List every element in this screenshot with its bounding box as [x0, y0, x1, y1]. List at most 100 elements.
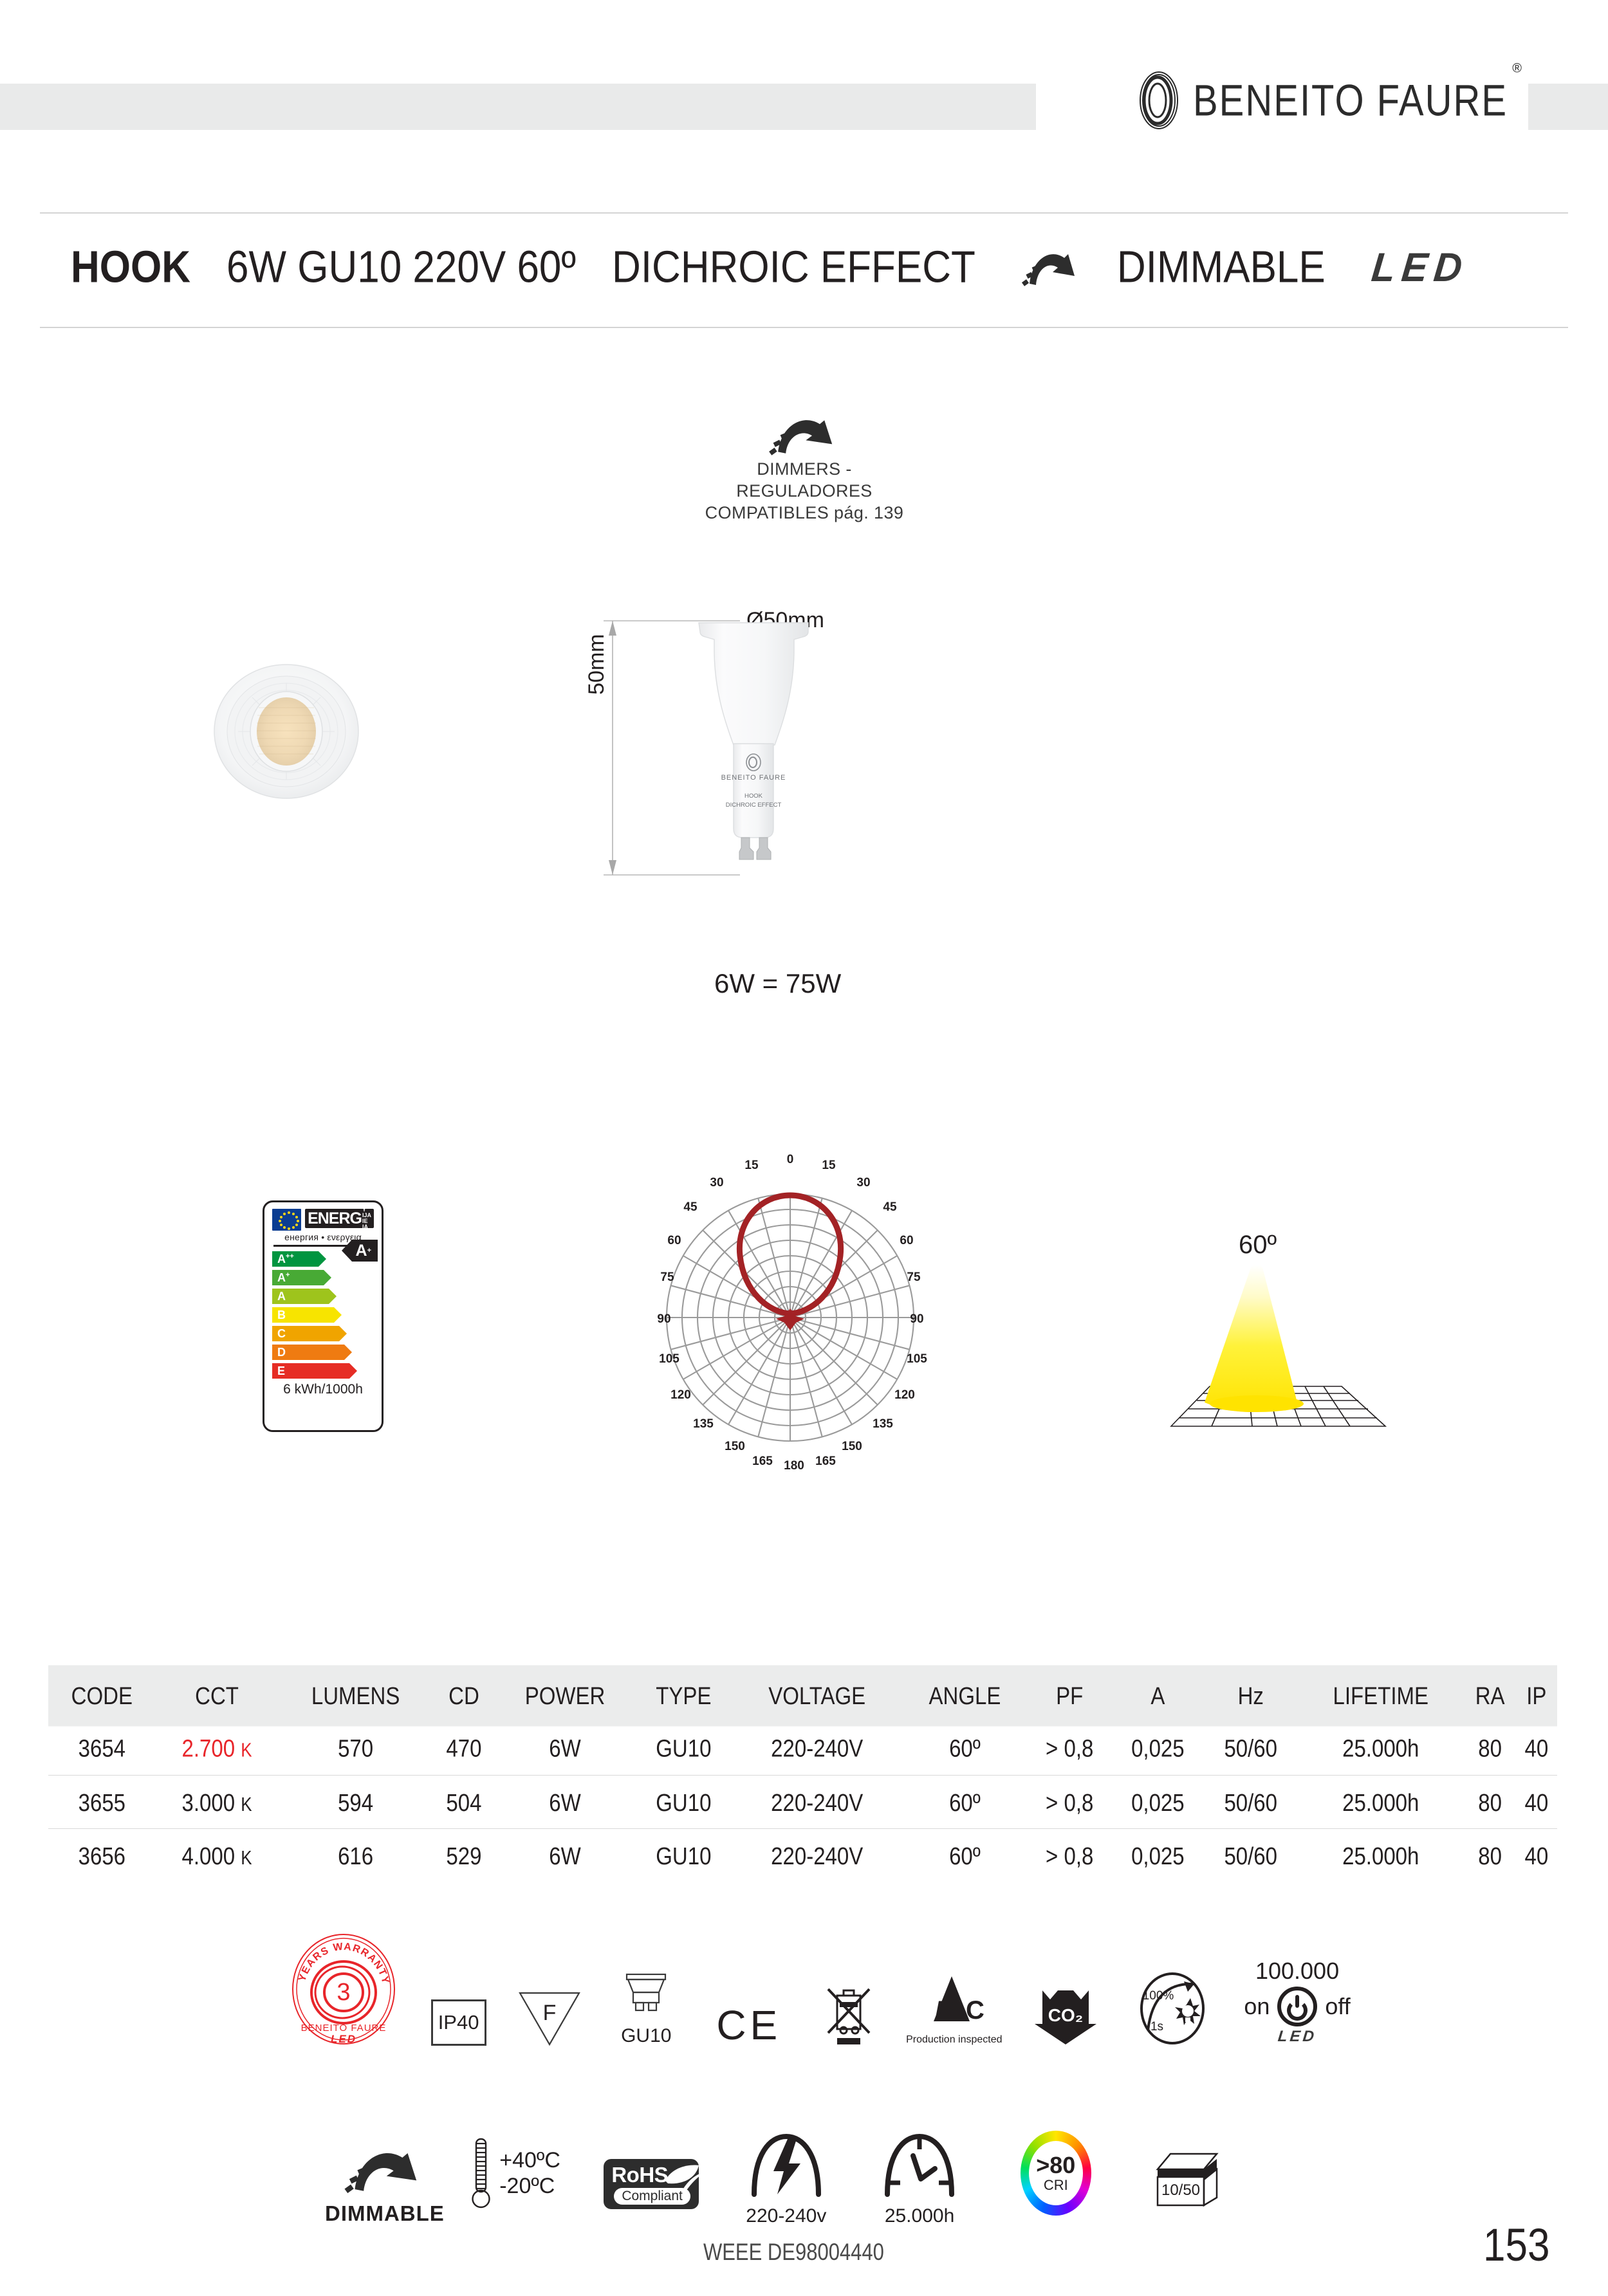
ip-rating-value: IP40	[430, 1999, 486, 2046]
dimmable-label: DIMMABLE	[325, 2201, 445, 2225]
dimmer-curved-arrow-icon	[1021, 244, 1081, 290]
energy-rating-value: A	[355, 1241, 367, 1260]
energy-divider	[273, 1245, 373, 1247]
polar-label-180: 180	[784, 1459, 804, 1473]
col-power: POWER	[495, 1665, 636, 1727]
col-ip: IP	[1515, 1665, 1557, 1727]
beam-angle-label: 60º	[1239, 1231, 1277, 1259]
table-row: 3655 3.000 K 594 504 6W GU10 220-240V 60…	[48, 1775, 1557, 1829]
packaging-icon: 10/50	[1125, 2150, 1242, 2226]
cell-lifetime: 25.000h	[1342, 1787, 1419, 1815]
polar-label-l165: 165	[752, 1455, 773, 1468]
svg-text:HOOK: HOOK	[744, 793, 763, 800]
svg-text:BENEITO FAURE: BENEITO FAURE	[721, 774, 786, 782]
cell-power: 6W	[549, 1787, 581, 1815]
weee-registration-code: WEEE DE98004440	[703, 2238, 884, 2266]
energ-text: ENERG	[308, 1209, 362, 1227]
polar-label-l150: 150	[725, 1440, 745, 1453]
polar-intensity-chart: 0 15 15 30 30 45 45 60 60 75 75 90 90 10…	[643, 1132, 965, 1492]
energy-consumption: 6 kWh/1000h	[283, 1382, 363, 1397]
cell-type: GU10	[656, 1734, 712, 1762]
cell-lumens: 570	[338, 1734, 374, 1762]
cell-code: 3655	[78, 1787, 126, 1815]
cell-pf: > 0,8	[1046, 1787, 1094, 1815]
col-angle: ANGLE	[901, 1665, 1028, 1727]
polar-label-r105: 105	[907, 1352, 927, 1366]
socket-type-label: GU10	[621, 2025, 672, 2046]
col-hz: Hz	[1204, 1665, 1297, 1727]
cri-color-wheel-icon: >80 CRI	[1020, 2131, 1091, 2216]
cell-voltage: 220-240V	[771, 1734, 864, 1762]
grade-row: D	[272, 1344, 374, 1361]
dimmer-curved-arrow-icon	[688, 412, 920, 458]
col-ra: RA	[1464, 1665, 1516, 1727]
dimmable-label: DIMMABLE	[1116, 242, 1326, 292]
header-band-left	[0, 84, 1036, 130]
cell-pf: > 0,8	[1046, 1841, 1094, 1869]
cell-hz: 50/60	[1224, 1787, 1278, 1815]
rohs-compliant-label: Compliant	[614, 2188, 690, 2205]
dimmers-line-2: COMPATIBLES pág. 139	[705, 503, 904, 522]
cell-a: 0,025	[1131, 1734, 1185, 1762]
polar-label-l15: 15	[744, 1159, 759, 1172]
energy-rating-sup: +	[367, 1247, 371, 1254]
col-type: TYPE	[635, 1665, 732, 1727]
temperature-range-icon: +40ºC -20ºC	[448, 2137, 582, 2226]
col-cct: CCT	[155, 1665, 279, 1727]
col-code: CODE	[48, 1665, 156, 1727]
beam-cone-on-grid-icon	[1126, 1209, 1435, 1441]
cell-ra: 80	[1478, 1734, 1502, 1762]
packaging-qty: 10/50	[1161, 2181, 1200, 2199]
polar-label-l45: 45	[683, 1200, 698, 1214]
page-number: 153	[1483, 2219, 1550, 2272]
cell-hz: 50/60	[1224, 1841, 1278, 1869]
specifications-table: CODE CCT LUMENS CD POWER TYPE VOLTAGE AN…	[48, 1665, 1557, 1882]
cell-cd: 529	[446, 1841, 482, 1869]
polar-label-l105: 105	[659, 1352, 679, 1366]
cell-angle: 60º	[949, 1841, 981, 1869]
polar-label-l75: 75	[660, 1271, 674, 1284]
svg-text:1s: 1s	[1151, 2020, 1163, 2034]
cell-cd: 504	[446, 1787, 482, 1815]
dimmable-icon: DIMMABLE	[322, 2144, 448, 2226]
led-wordmark: LED	[1277, 2028, 1318, 2045]
cct-unit: K	[241, 1792, 252, 1815]
svg-text:F: F	[542, 2001, 556, 2025]
switching-count: 100.000	[1255, 1958, 1340, 1984]
svg-text:LED: LED	[331, 2033, 356, 2045]
energ-sup-bottom: IE IA	[362, 1218, 368, 1230]
polar-label-r135: 135	[873, 1417, 893, 1431]
rohs-icon: RoHS Compliant	[582, 2159, 720, 2226]
warranty-seal: YEARS WARRANTY 3 BENEITO FAURE LED	[277, 1933, 412, 2046]
table-row: 3656 4.000 K 616 529 6W GU10 220-240V 60…	[48, 1828, 1557, 1882]
cell-power: 6W	[549, 1841, 581, 1869]
cell-power: 6W	[549, 1734, 581, 1762]
polar-label-r75: 75	[907, 1271, 921, 1284]
col-voltage: VOLTAGE	[732, 1665, 902, 1727]
cell-angle: 60º	[949, 1787, 981, 1815]
table-row: 3654 2.700 K 570 470 6W GU10 220-240V 60…	[48, 1722, 1557, 1776]
grade-row: A++	[272, 1251, 374, 1267]
cell-ra: 80	[1478, 1787, 1502, 1815]
socket-type-icon: GU10	[593, 1972, 699, 2046]
polar-label-l135: 135	[693, 1417, 714, 1431]
polar-label-l60: 60	[667, 1234, 681, 1247]
polar-label-0: 0	[787, 1153, 794, 1166]
title-rule-bottom	[40, 327, 1568, 328]
cell-type: GU10	[656, 1787, 712, 1815]
cell-angle: 60º	[949, 1734, 981, 1762]
cct-value: 3.000	[181, 1787, 236, 1815]
cell-lumens: 594	[338, 1787, 374, 1815]
gu10-lamp-front-photo	[212, 663, 360, 801]
cell-voltage: 220-240V	[771, 1787, 864, 1815]
polar-label-r15: 15	[822, 1159, 836, 1172]
dimmers-line-1: DIMMERS - REGULADORES	[736, 459, 873, 501]
grade-row: A+	[272, 1269, 374, 1286]
cell-ra: 80	[1478, 1841, 1502, 1869]
polar-label-l30: 30	[710, 1176, 723, 1189]
cell-cct: 4.000 K	[156, 1824, 279, 1886]
cell-lifetime: 25.000h	[1342, 1734, 1419, 1762]
lifetime-clock-icon: 25.000h	[852, 2133, 986, 2227]
cct-unit: K	[241, 1738, 252, 1761]
co2-reduction-icon: CO₂	[1010, 1987, 1121, 2046]
